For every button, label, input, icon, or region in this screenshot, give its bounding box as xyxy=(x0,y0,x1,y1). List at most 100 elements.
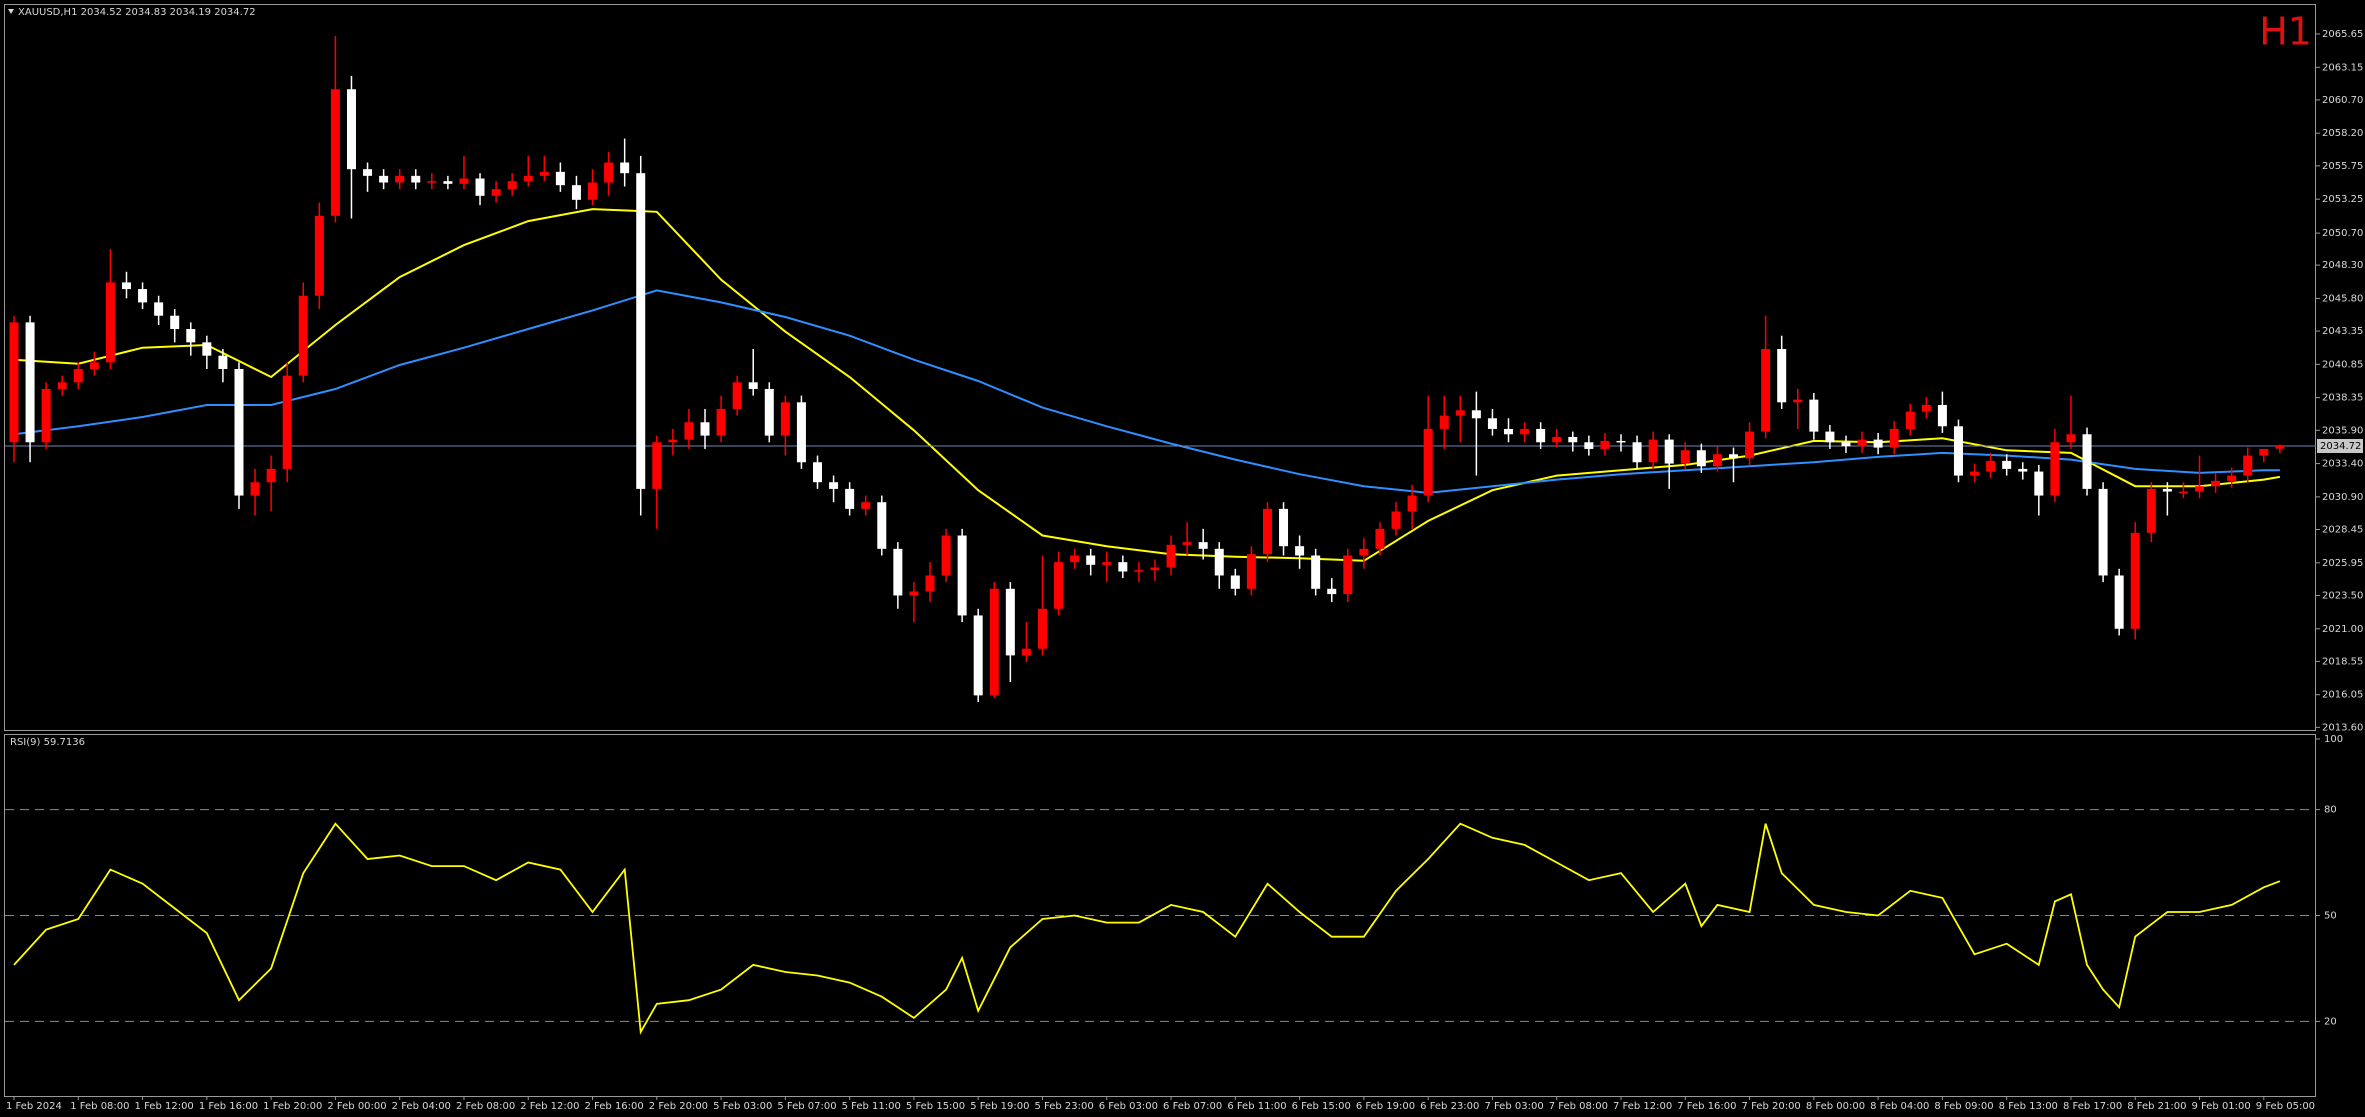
candle-body xyxy=(941,535,951,576)
y-tick-label: 2050.70 xyxy=(2322,228,2363,239)
symbol-header: XAUUSD,H1 2034.52 2034.83 2034.19 2034.7… xyxy=(18,7,256,18)
y-tick-label: 2043.35 xyxy=(2322,326,2363,337)
candle-body xyxy=(1086,555,1096,565)
candle-body xyxy=(1552,436,1562,443)
x-tick-label: 8 Feb 09:00 xyxy=(1934,1101,1993,1112)
current-price-label: 2034.72 xyxy=(2320,441,2361,452)
candle-body xyxy=(1857,439,1867,447)
y-tick-label: 2016.05 xyxy=(2322,690,2363,701)
candle-body xyxy=(1970,471,1980,476)
x-tick-label: 5 Feb 23:00 xyxy=(1034,1101,1093,1112)
candle-body xyxy=(588,182,598,200)
candle-body xyxy=(1745,431,1755,459)
candle-body xyxy=(1150,567,1160,571)
y-tick-label: 2030.90 xyxy=(2322,492,2363,503)
candle-body xyxy=(1134,570,1144,572)
moving-average xyxy=(13,289,2280,494)
candle-body xyxy=(989,588,999,696)
candle-body xyxy=(1568,436,1578,443)
candle-body xyxy=(604,162,614,183)
candle-body xyxy=(282,375,292,469)
candle-body xyxy=(571,185,581,200)
candle-body xyxy=(2195,486,2205,492)
candle-body xyxy=(89,362,99,369)
candle-body xyxy=(861,502,871,509)
candle-body xyxy=(684,422,694,440)
candle-body xyxy=(652,442,662,489)
x-tick-label: 5 Feb 19:00 xyxy=(970,1101,1029,1112)
header-arrow xyxy=(8,9,14,14)
candle-body xyxy=(2162,488,2172,492)
candle-body xyxy=(395,175,405,183)
candle-body xyxy=(1504,428,1514,435)
x-tick-label: 5 Feb 07:00 xyxy=(777,1101,836,1112)
candle-body xyxy=(1407,495,1417,512)
candle-body xyxy=(363,169,373,176)
candle-body xyxy=(105,282,115,363)
price-panel-frame xyxy=(4,4,2316,731)
candle-body xyxy=(1809,399,1819,432)
candle-body xyxy=(170,315,180,330)
x-tick-label: 5 Feb 15:00 xyxy=(906,1101,965,1112)
candle-body xyxy=(1359,548,1369,556)
candle-body xyxy=(266,468,276,483)
timeframe-label: H1 xyxy=(2259,10,2312,54)
candle-body xyxy=(636,173,646,489)
candle-body xyxy=(925,575,935,592)
candle-body xyxy=(1953,426,1963,476)
x-tick-label: 9 Feb 01:00 xyxy=(2192,1101,2251,1112)
candle-body xyxy=(1616,440,1626,443)
x-tick-label: 2 Feb 08:00 xyxy=(456,1101,515,1112)
candle-body xyxy=(121,282,131,290)
candle-body xyxy=(2050,442,2060,496)
candle-body xyxy=(877,502,887,549)
x-tick-label: 8 Feb 04:00 xyxy=(1870,1101,1929,1112)
y-tick-label: 50 xyxy=(2324,911,2337,922)
x-tick-label: 2 Feb 20:00 xyxy=(649,1101,708,1112)
y-tick-label: 2048.30 xyxy=(2322,260,2363,271)
x-tick-label: 2 Feb 04:00 xyxy=(392,1101,451,1112)
candle-body xyxy=(1230,575,1240,589)
candle-body xyxy=(298,295,308,376)
candle-body xyxy=(620,162,630,174)
x-tick-label: 1 Feb 16:00 xyxy=(199,1101,258,1112)
candle-body xyxy=(2211,480,2221,487)
candle-body xyxy=(1841,442,1851,447)
candle-body xyxy=(1375,528,1385,549)
y-tick-label: 2035.90 xyxy=(2322,425,2363,436)
candle-body xyxy=(748,382,758,389)
candle-body xyxy=(2098,488,2108,576)
candle-body xyxy=(1664,439,1674,464)
candle-body xyxy=(507,181,517,190)
y-tick-label: 2018.55 xyxy=(2322,656,2363,667)
y-tick-label: 2013.60 xyxy=(2322,722,2363,733)
candle-body xyxy=(1311,555,1321,589)
candle-body xyxy=(668,439,678,443)
candle-body xyxy=(138,289,148,303)
candle-body xyxy=(1873,439,1883,448)
x-tick-label: 1 Feb 20:00 xyxy=(263,1101,322,1112)
y-tick-label: 2065.65 xyxy=(2322,29,2363,40)
y-tick-label: 2053.25 xyxy=(2322,194,2363,205)
y-tick-label: 2038.35 xyxy=(2322,393,2363,404)
candle-body xyxy=(1937,404,1947,427)
y-tick-label: 2058.20 xyxy=(2322,128,2363,139)
x-tick-label: 1 Feb 2024 xyxy=(6,1101,62,1112)
candle-body xyxy=(1070,555,1080,563)
candle-body xyxy=(25,322,35,443)
x-tick-label: 9 Feb 05:00 xyxy=(2256,1101,2315,1112)
candle-body xyxy=(1793,399,1803,403)
candle-body xyxy=(1696,450,1706,467)
candle-body xyxy=(1986,460,1996,472)
candle-body xyxy=(1761,349,1771,432)
candle-body xyxy=(2178,491,2188,494)
x-tick-label: 6 Feb 23:00 xyxy=(1420,1101,1479,1112)
y-tick-label: 2023.50 xyxy=(2322,590,2363,601)
candle-body xyxy=(218,355,228,369)
candle-body xyxy=(845,488,855,509)
x-tick-label: 2 Feb 16:00 xyxy=(585,1101,644,1112)
candle-body xyxy=(1520,428,1530,435)
candle-body xyxy=(1905,411,1915,429)
candle-body xyxy=(1487,418,1497,429)
